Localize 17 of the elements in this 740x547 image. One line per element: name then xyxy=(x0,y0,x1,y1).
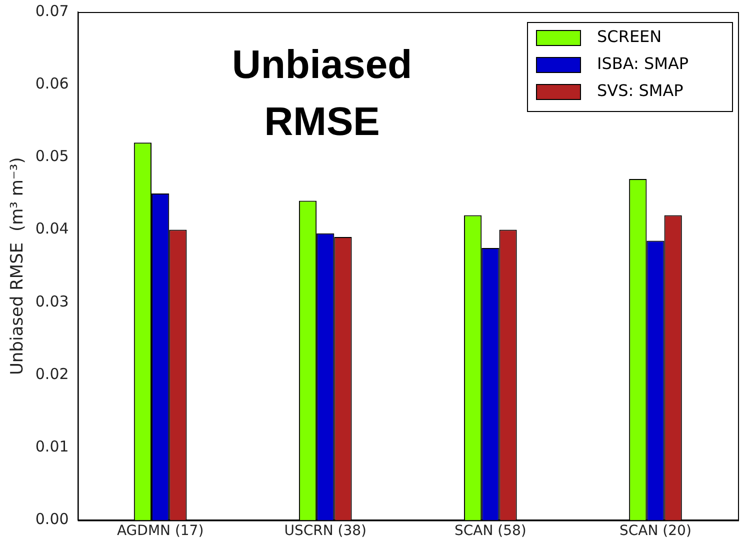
y-tick-label: 0.06 xyxy=(35,74,69,92)
y-tick-label: 0.01 xyxy=(35,437,69,456)
x-tick-label: SCAN (20) xyxy=(620,523,692,540)
y-axis-title: Unbiased RMSE (m³ m⁻³) xyxy=(8,157,28,376)
y-tick-label: 0.03 xyxy=(35,292,69,310)
legend-label: SCREEN xyxy=(597,27,662,46)
x-tick-label: SCAN (58) xyxy=(454,523,526,540)
legend-label: SVS: SMAP xyxy=(597,81,684,100)
y-tick-label: 0.02 xyxy=(35,364,69,383)
y-tick-label: 0.00 xyxy=(35,510,69,528)
legend-label: ISBA: SMAP xyxy=(597,54,689,74)
y-tick-label: 0.04 xyxy=(35,220,69,238)
y-tick-label: 0.05 xyxy=(35,147,69,166)
x-tick-label: USCRN (38) xyxy=(284,523,367,540)
annotation: Unbiased RMSE xyxy=(232,43,412,144)
y-tick-label: 0.07 xyxy=(35,2,69,20)
x-tick-label: AGDMN (17) xyxy=(116,523,204,540)
